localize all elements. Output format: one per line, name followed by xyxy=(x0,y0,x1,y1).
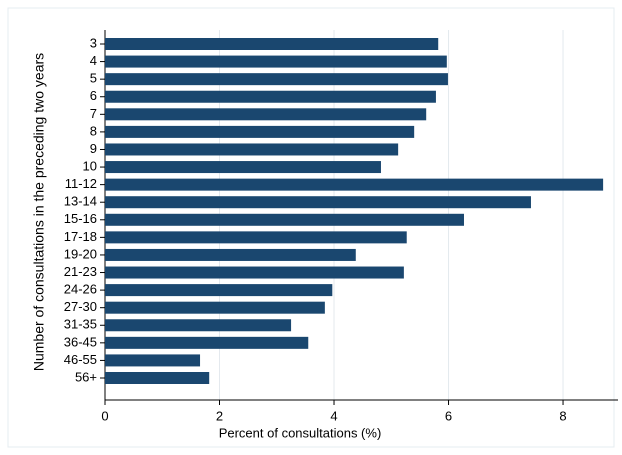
bar xyxy=(105,196,531,209)
bar xyxy=(105,354,201,367)
bar xyxy=(105,284,333,297)
y-tick-label: 21-23 xyxy=(64,264,97,279)
y-tick-label: 36-45 xyxy=(64,334,97,349)
y-tick-label: 13-14 xyxy=(64,194,97,209)
x-tick-label: 2 xyxy=(216,408,223,423)
y-tick-label: 27-30 xyxy=(64,299,97,314)
bar xyxy=(105,55,447,68)
bar xyxy=(105,90,436,103)
bar xyxy=(105,336,309,349)
bar xyxy=(105,73,448,86)
y-tick-label: 56+ xyxy=(75,369,97,384)
y-axis-label: Number of consultations in the preceding… xyxy=(31,53,47,371)
y-tick-label: 7 xyxy=(90,106,97,121)
bar xyxy=(105,266,404,279)
y-tick-label: 11-12 xyxy=(65,176,97,191)
x-tick-label: 6 xyxy=(445,408,452,423)
x-axis-label: Percent of consultations (%) xyxy=(219,425,382,440)
y-tick-label: 15-16 xyxy=(64,211,97,226)
y-tick-label: 10 xyxy=(83,158,97,173)
y-tick-label: 9 xyxy=(90,141,97,156)
y-tick-label: 8 xyxy=(90,123,97,138)
bar xyxy=(105,38,439,50)
y-tick-label: 19-20 xyxy=(64,246,97,261)
bar xyxy=(105,108,427,121)
bar xyxy=(105,143,399,156)
y-tick-label: 46-55 xyxy=(64,352,97,367)
y-tick-label: 5 xyxy=(90,71,97,86)
bar xyxy=(105,248,356,261)
x-tick-label: 8 xyxy=(559,408,566,423)
x-tick-label: 4 xyxy=(330,408,337,423)
bar xyxy=(105,213,464,226)
bar xyxy=(105,178,604,191)
bar xyxy=(105,125,415,138)
y-tick-label: 24-26 xyxy=(64,282,97,297)
bar xyxy=(105,301,325,314)
bar xyxy=(105,161,381,174)
y-tick-label: 6 xyxy=(90,88,97,103)
bar xyxy=(105,231,407,244)
y-tick-label: 17-18 xyxy=(64,229,97,244)
x-tick-label: 0 xyxy=(101,408,108,423)
y-tick-label: 31-35 xyxy=(64,317,97,332)
bar xyxy=(105,372,210,384)
y-tick-label: 3 xyxy=(90,35,97,50)
bar xyxy=(105,319,292,332)
y-tick-label: 4 xyxy=(90,53,97,68)
